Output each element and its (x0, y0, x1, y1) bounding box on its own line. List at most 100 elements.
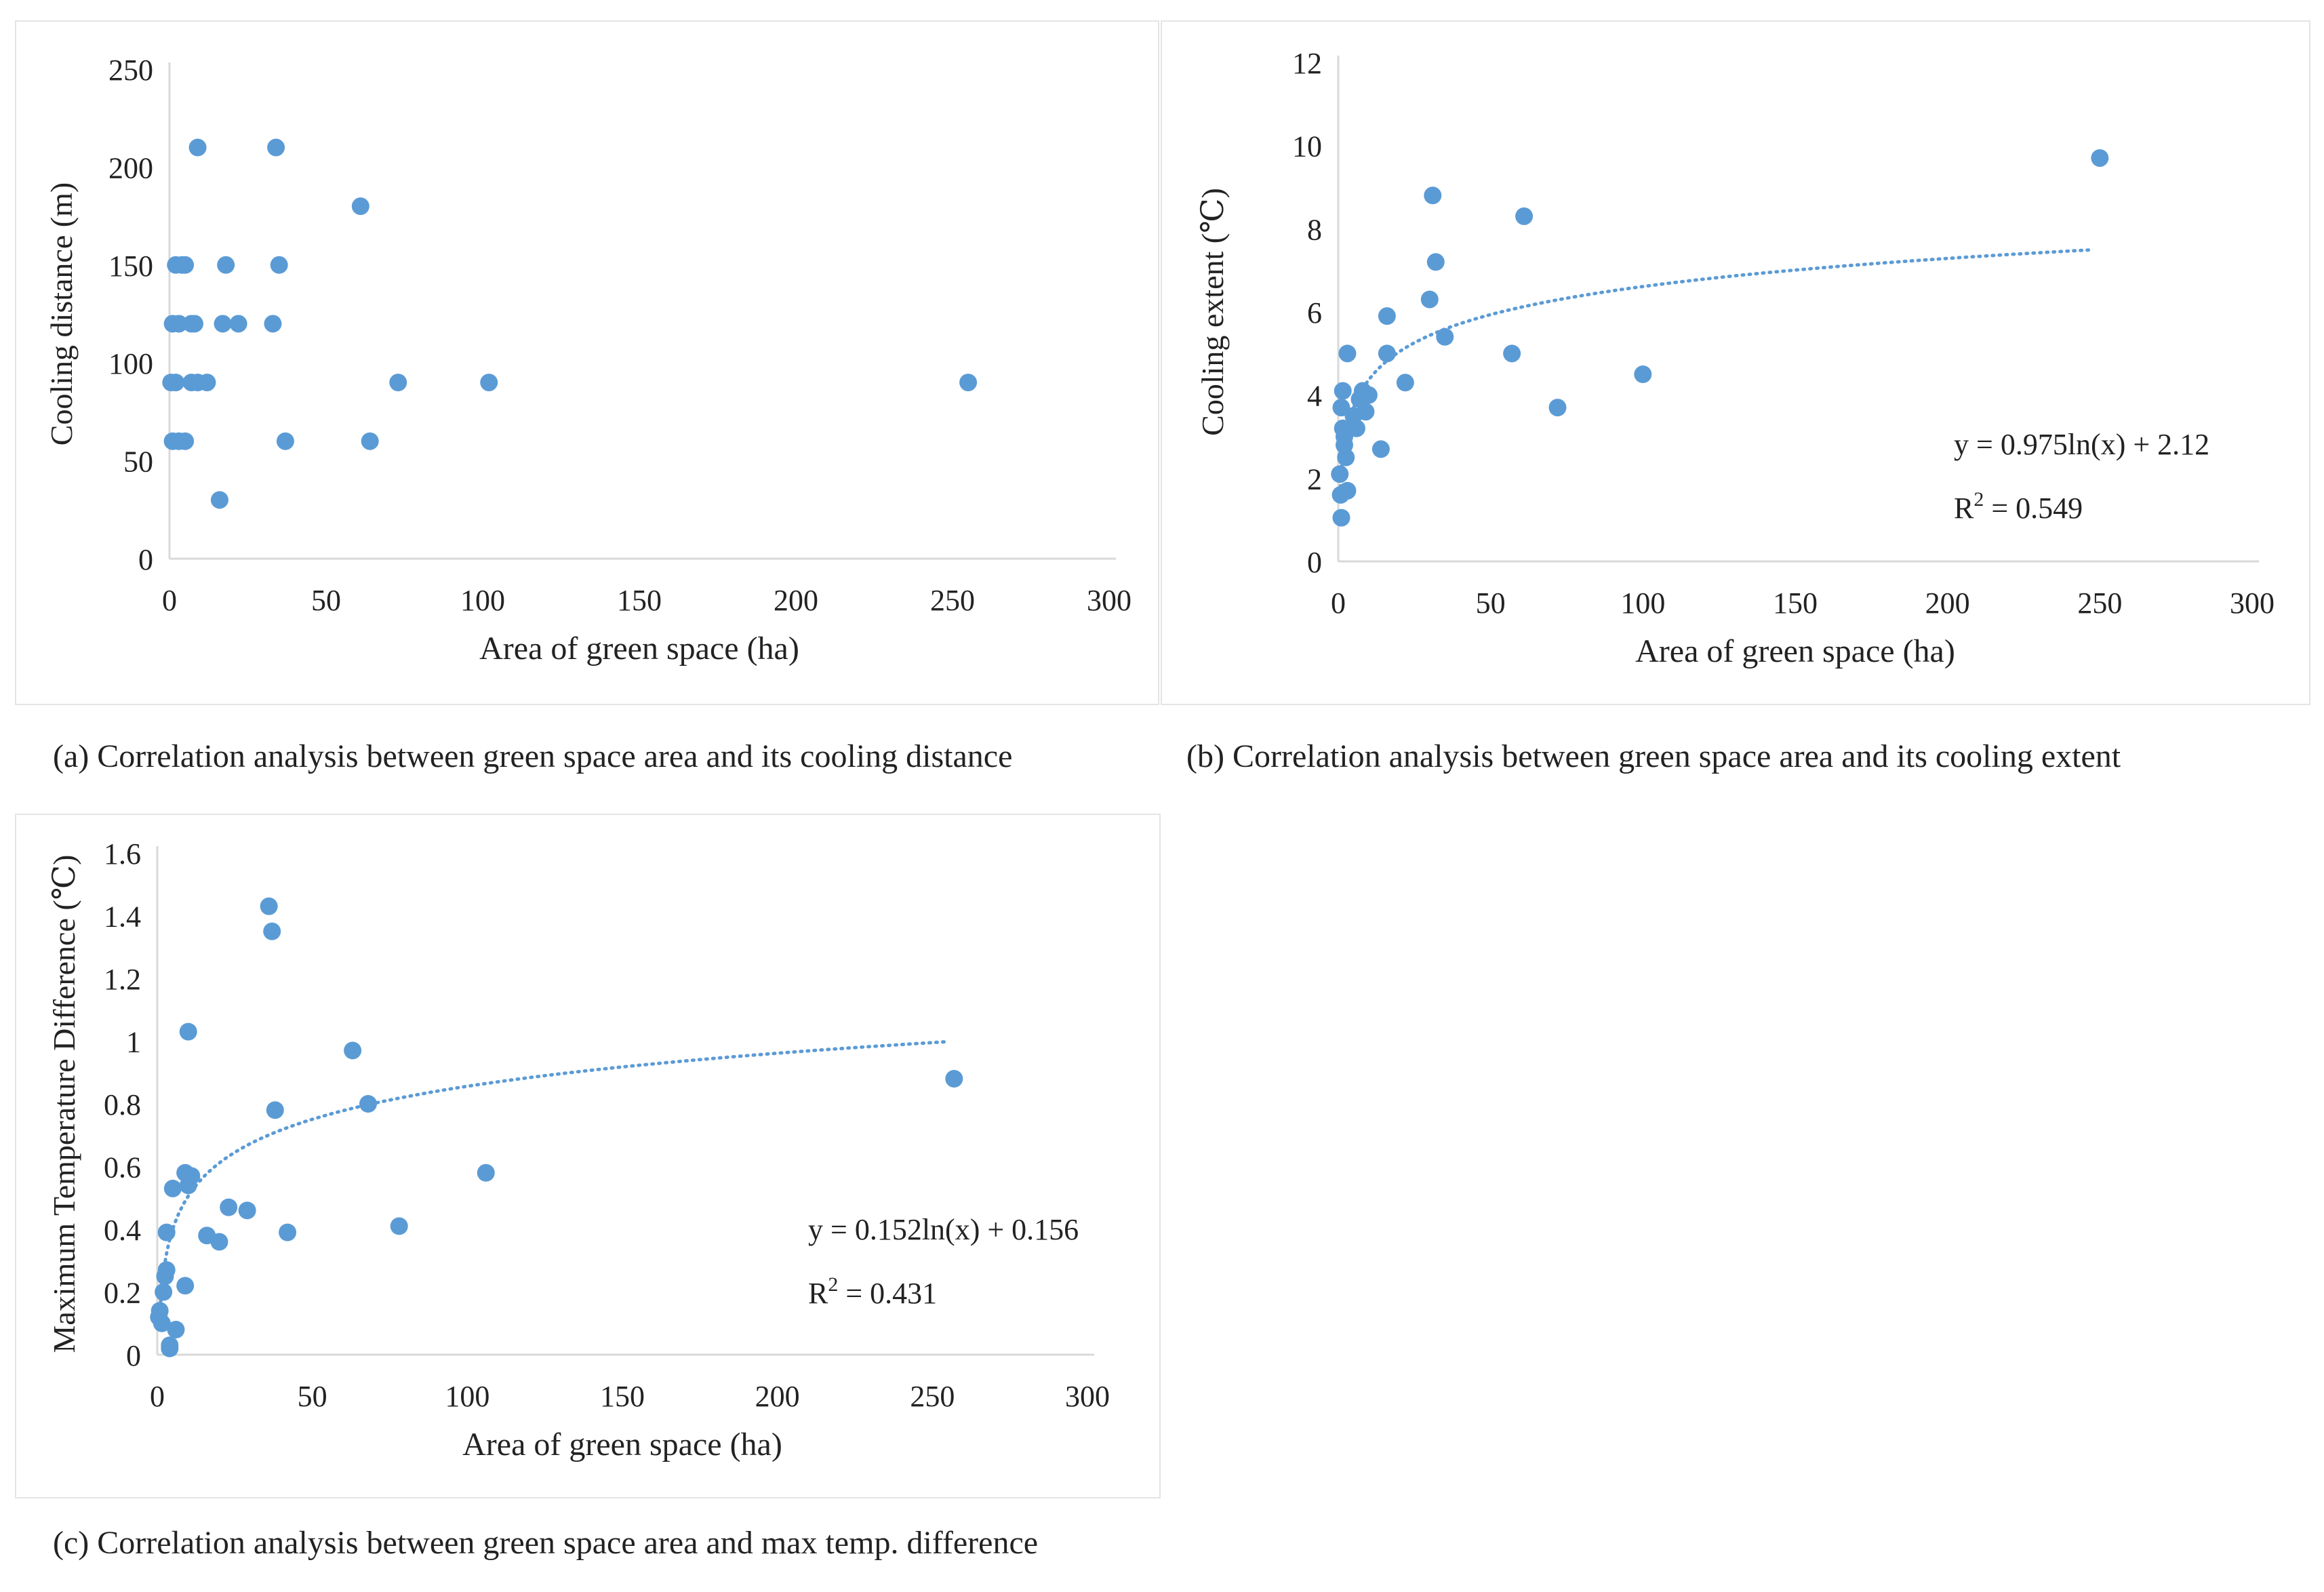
chart-b-r-squared: R2 = 0.549 (1954, 488, 2083, 525)
chart-a-y-tick-label: 150 (108, 250, 153, 283)
chart-a-data-point (176, 256, 195, 274)
chart-c-y-tick-label: 0.6 (104, 1151, 141, 1185)
chart-b-y-tick-label: 0 (1307, 546, 1322, 579)
chart-c-data-point (359, 1095, 377, 1113)
chart-c-y-tick-label: 1.2 (104, 963, 141, 996)
chart-c-y-tick-label: 0.4 (104, 1214, 141, 1247)
chart-b-trend-equation: y = 0.975ln(x) + 2.12 (1954, 428, 2209, 461)
chart-a-x-tick-label: 250 (930, 584, 975, 617)
chart-b-y-tick-label: 12 (1292, 47, 1322, 80)
chart-a-x-tick-label: 200 (774, 584, 818, 617)
chart-a-data-point (267, 138, 285, 157)
chart-b-data-point (1424, 186, 1442, 205)
chart-b-data-point (1436, 327, 1454, 346)
chart-c-data-point (477, 1163, 495, 1182)
chart-b-svg: 0 2 4 6 8 10 12 0 50 100 150 200 250 300 Area of green… (1195, 47, 2275, 669)
chart-a-data-point (176, 432, 195, 450)
chart-c-data-point (945, 1070, 963, 1088)
chart-c-data-point (182, 1167, 201, 1185)
chart-b-data-point (1359, 386, 1378, 404)
chart-b-data-point (1337, 448, 1355, 466)
chart-b-data-point (1503, 344, 1521, 363)
chart-b-data-point (1378, 344, 1396, 363)
chart-b-data-point (1332, 509, 1350, 527)
chart-a-data-point (389, 374, 407, 392)
chart-a-data-point (185, 315, 203, 333)
chart-c-y-axis-label: Maximum Temperature Difference (℃) (47, 855, 81, 1353)
chart-b-x-tick-label: 50 (1476, 586, 1506, 620)
chart-b-y-tick-label: 4 (1307, 380, 1322, 413)
chart-b-data-point (1378, 307, 1396, 325)
chart-a-y-tick-label: 50 (123, 445, 153, 479)
chart-c-data-point (344, 1041, 362, 1060)
chart-c-y-tick-label: 0.2 (104, 1277, 141, 1310)
chart-c-x-tick-label: 0 (150, 1380, 165, 1413)
chart-c-y-tick-label: 0 (126, 1339, 141, 1372)
chart-b-data-point (1548, 399, 1567, 417)
chart-c-data-point (238, 1201, 256, 1220)
chart-b-data-point (1357, 403, 1375, 421)
chart-c-data-point (163, 1179, 182, 1197)
chart-a-y-tick-label: 200 (108, 151, 153, 184)
chart-a-data-point (270, 256, 288, 274)
chart-a-data-point (188, 138, 207, 157)
chart-a-y-axis-label: Cooling distance (m) (44, 182, 79, 445)
chart-b-x-axis-label: Area of green space (ha) (1635, 633, 1955, 669)
chart-c-x-axis-label: Area of green space (ha) (462, 1427, 782, 1462)
chart-b-x-tick-label: 250 (2077, 586, 2122, 620)
chart-b-data-point (1396, 374, 1414, 392)
chart-b-x-tick-label: 100 (1620, 586, 1665, 620)
chart-c-data-point (167, 1321, 185, 1338)
chart-b-data-point (1371, 440, 1390, 458)
chart-b-x-tick-label: 150 (1773, 586, 1818, 620)
chart-a-data-point (276, 432, 294, 450)
chart-c-trend-equation: y = 0.152ln(x) + 0.156 (808, 1213, 1079, 1246)
chart-c-x-tick-label: 250 (910, 1380, 955, 1413)
chart-c-y-tick-label: 1.4 (104, 900, 141, 934)
chart-a-data-point (351, 197, 369, 216)
chart-a-data-point (167, 374, 185, 392)
chart-b-y-tick-label: 10 (1292, 130, 1322, 163)
chart-panel-b: 0 2 4 6 8 10 12 0 50 100 150 200 250 300 Area of green… (1161, 20, 2310, 705)
chart-a-data-point (361, 432, 379, 450)
chart-c-data-point (153, 1314, 171, 1332)
chart-b-y-axis-label: Cooling extent (℃) (1195, 188, 1230, 436)
caption-c: (c) Correlation analysis between green s… (53, 1525, 1039, 1561)
chart-c-y-tick-label: 1 (126, 1026, 141, 1059)
chart-b-data-point (1347, 419, 1365, 437)
chart-b-data-point (2091, 149, 2109, 167)
chart-a-data-point (169, 315, 188, 333)
chart-b-data-point (1338, 344, 1357, 363)
chart-a-y-tick-label: 250 (108, 54, 153, 87)
chart-c-data-point (155, 1283, 173, 1301)
chart-c-data-point (266, 1101, 284, 1119)
chart-c-data-point (279, 1223, 297, 1241)
chart-c-data-point (179, 1022, 197, 1041)
chart-a-x-axis-label: Area of green space (ha) (479, 631, 799, 666)
chart-b-data-point (1515, 207, 1534, 225)
chart-a-data-point (210, 491, 228, 509)
chart-b-y-tick-label: 2 (1307, 462, 1322, 496)
chart-a-data-point (217, 256, 235, 274)
chart-b-x-tick-label: 200 (1925, 586, 1970, 620)
caption-a: (a) Correlation analysis between green s… (53, 738, 1013, 774)
chart-panel-c: 0 0.2 0.4 0.6 0.8 1 1.2 1.4 1.6 0 50 100 150 200 250 30… (15, 814, 1161, 1498)
chart-b-y-tick-label: 6 (1307, 296, 1322, 330)
chart-a-svg: 0 50 100 150 200 250 0 50 100 150 200 250 300 Area of… (44, 54, 1131, 666)
chart-c-x-tick-label: 200 (755, 1380, 800, 1413)
chart-c-data-point (161, 1339, 179, 1357)
chart-b-x-tick-label: 0 (1331, 586, 1346, 620)
chart-c-data-point (157, 1223, 176, 1241)
chart-b-data-point (1420, 290, 1439, 309)
chart-c-data-point (220, 1198, 238, 1216)
chart-a-y-tick-label: 100 (108, 347, 153, 380)
chart-b-data-point (1426, 253, 1445, 271)
chart-a-x-tick-label: 150 (617, 584, 662, 617)
chart-c-x-tick-label: 150 (600, 1380, 645, 1413)
chart-c-data-point (210, 1233, 228, 1251)
chart-a-data-point (480, 374, 498, 392)
chart-c-data-point (260, 897, 278, 915)
chart-c-y-tick-label: 1.6 (104, 837, 141, 871)
chart-b-data-point (1334, 382, 1352, 400)
chart-b-data-point (1338, 481, 1357, 500)
